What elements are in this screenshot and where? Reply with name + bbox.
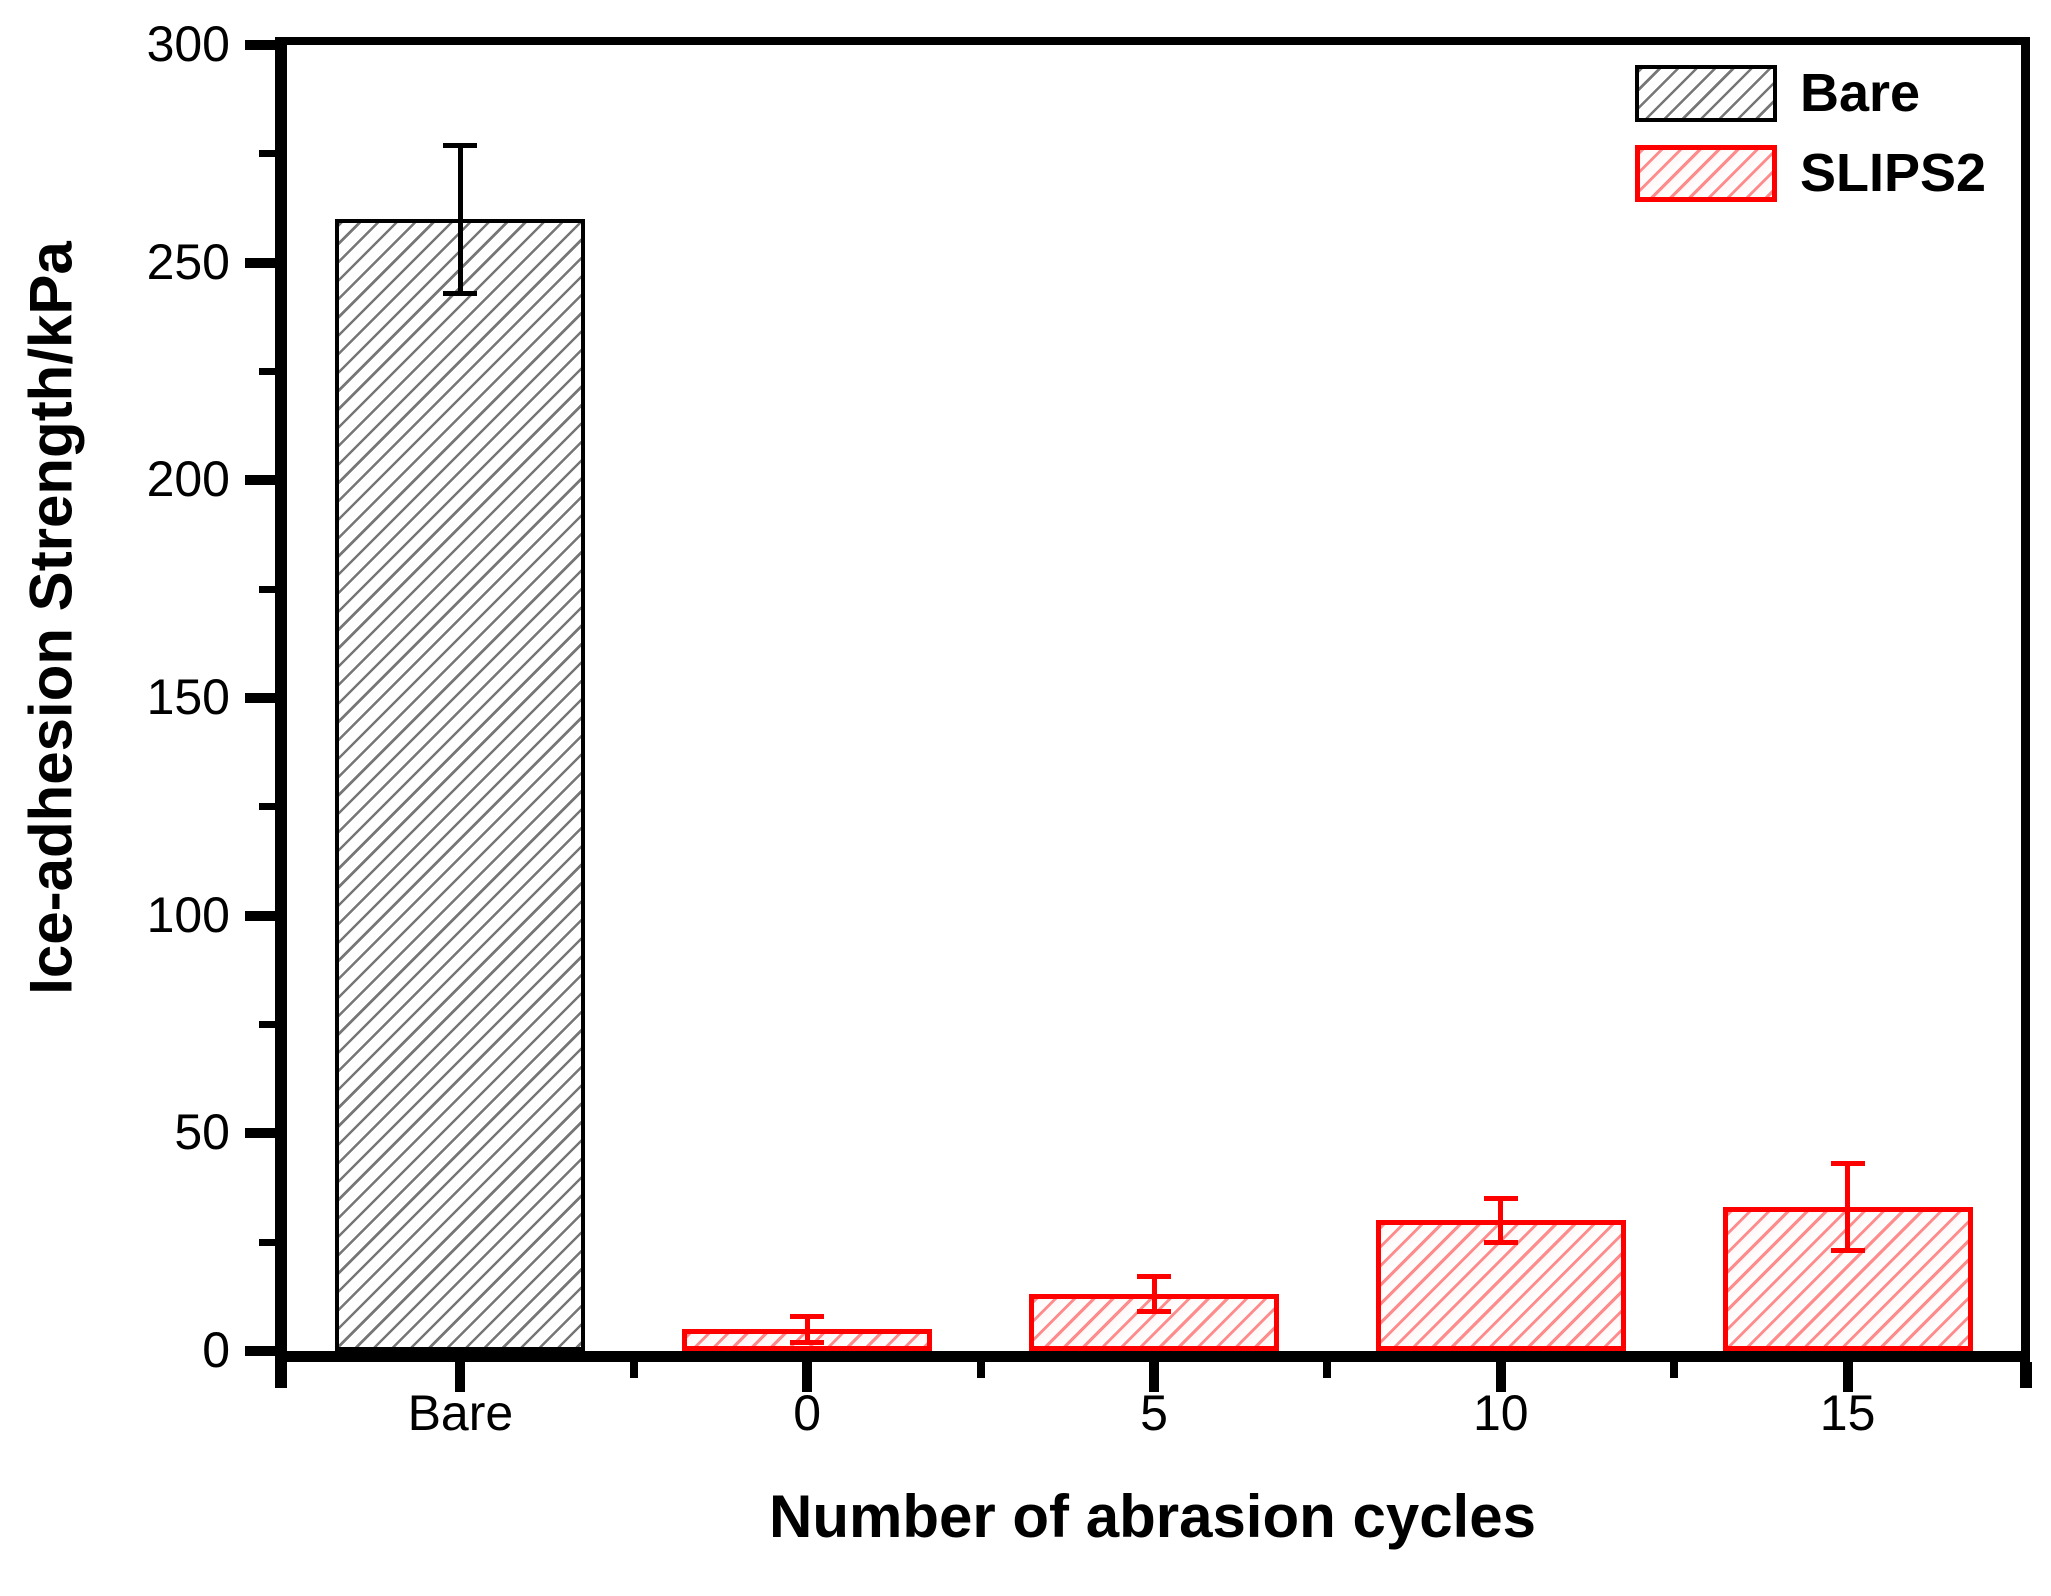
y-tick-label: 100 (146, 886, 230, 943)
legend-swatch-bare (1635, 65, 1777, 122)
y-major-tick (245, 257, 275, 268)
error-bar-cap-top (443, 142, 478, 148)
bar-bare-bare (335, 219, 586, 1351)
error-bar-cap-bottom (443, 290, 478, 296)
x-minor-tick (976, 1362, 985, 1378)
y-minor-tick (259, 1021, 275, 1028)
error-bar-stem (1845, 1163, 1851, 1251)
x-major-tick (1495, 1362, 1506, 1392)
y-tick-label: 0 (202, 1322, 230, 1378)
y-tick-label: 250 (146, 233, 230, 290)
y-tick-label: 150 (146, 669, 230, 725)
error-bar-stem (804, 1316, 810, 1343)
legend-swatch-slips2 (1635, 145, 1777, 202)
y-major-tick (245, 475, 275, 486)
y-tick-label: 50 (174, 1104, 230, 1161)
x-major-tick (802, 1362, 813, 1392)
y-major-tick (245, 1128, 275, 1139)
error-bar-stem (457, 145, 463, 294)
y-minor-tick (259, 1238, 275, 1246)
y-minor-tick (259, 150, 275, 158)
x-minor-tick (1323, 1362, 1332, 1378)
error-bar-cap-bottom (1137, 1309, 1171, 1315)
x-tick-label: 0 (793, 1385, 822, 1441)
error-bar-cap-bottom (1483, 1239, 1518, 1245)
error-bar-stem (1498, 1198, 1504, 1243)
x-minor-tick (1670, 1362, 1679, 1378)
error-bar-stem (1151, 1276, 1157, 1312)
error-bar-cap-top (1483, 1196, 1518, 1202)
y-minor-tick (259, 803, 275, 811)
y-major-tick (245, 910, 275, 921)
x-minor-tick (275, 1362, 287, 1388)
x-tick-label: 10 (1472, 1385, 1529, 1441)
x-axis-title: Number of abrasion cycles (769, 1483, 1536, 1550)
error-bar-cap-bottom (1830, 1248, 1865, 1254)
x-tick-label: Bare (407, 1385, 514, 1441)
x-tick-label: 15 (1819, 1385, 1876, 1441)
legend-label-slips2: SLIPS2 (1800, 143, 1987, 203)
x-tick-label: 5 (1140, 1385, 1168, 1441)
error-bar-cap-top (1830, 1161, 1865, 1167)
y-tick-label: 300 (146, 16, 230, 72)
x-major-tick (1149, 1362, 1159, 1392)
y-axis-title: Ice-adhesion Strength/kPa (17, 241, 85, 995)
y-major-tick (245, 693, 275, 703)
x-major-tick (455, 1362, 466, 1392)
y-minor-tick (259, 368, 275, 375)
error-bar-cap-bottom (790, 1339, 825, 1345)
x-minor-tick (2019, 1362, 2032, 1388)
y-minor-tick (259, 585, 275, 593)
y-major-tick (245, 1346, 275, 1356)
x-minor-tick (629, 1362, 638, 1378)
y-major-tick (245, 40, 275, 50)
y-tick-label: 200 (146, 451, 230, 508)
error-bar-cap-top (1137, 1274, 1171, 1280)
x-major-tick (1842, 1362, 1853, 1392)
error-bar-cap-top (790, 1313, 825, 1319)
legend-label-bare: Bare (1800, 63, 1921, 123)
